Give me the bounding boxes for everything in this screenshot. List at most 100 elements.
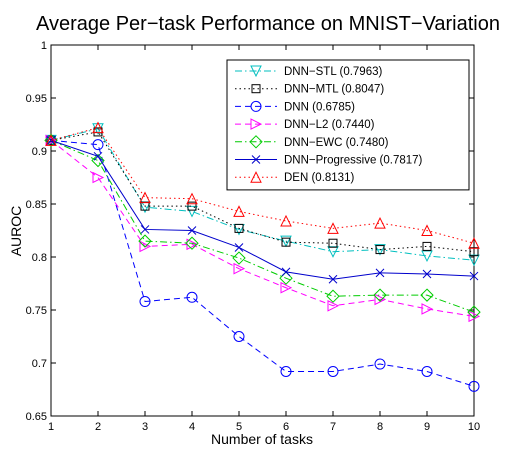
series-line <box>50 140 475 317</box>
y-tick-label: 0.95 <box>26 93 47 105</box>
data-point <box>374 216 386 229</box>
x-tick-label: 4 <box>189 421 195 433</box>
legend-item: DNN−STL (0.7963) <box>235 65 382 78</box>
data-point <box>232 251 246 265</box>
data-point <box>92 121 104 134</box>
data-point <box>139 240 152 253</box>
legend-item: DNN−MTL (0.8047) <box>235 84 384 96</box>
data-point <box>374 293 387 306</box>
x-tick-label: 1 <box>48 421 54 433</box>
data-point <box>280 235 292 248</box>
data-point <box>420 288 434 302</box>
data-point <box>422 241 432 251</box>
data-point <box>469 271 479 281</box>
data-point <box>92 171 105 184</box>
data-point <box>468 254 480 267</box>
series-line <box>50 139 475 313</box>
data-point <box>233 205 245 217</box>
data-point <box>422 269 432 279</box>
y-tick-label: 0.7 <box>32 358 47 370</box>
legend-label: DNN−EWC (0.7480) <box>284 137 389 149</box>
x-tick-label: 8 <box>377 421 383 433</box>
data-point <box>468 380 480 392</box>
series-5 <box>46 136 479 284</box>
data-point <box>281 237 291 247</box>
data-point <box>91 153 105 168</box>
series-6 <box>45 121 480 249</box>
series-line <box>50 131 475 253</box>
series-line <box>50 128 475 261</box>
data-point <box>375 245 385 255</box>
data-point <box>326 289 340 303</box>
legend-label: DNN−MTL (0.8047) <box>284 84 384 96</box>
data-point <box>186 205 198 218</box>
data-point <box>186 192 198 205</box>
y-axis-label: AUROC <box>8 206 24 257</box>
data-point <box>421 224 433 236</box>
data-point <box>93 127 103 137</box>
x-tick-label: 7 <box>330 421 336 433</box>
data-point <box>45 134 57 146</box>
legend-marker <box>250 171 262 183</box>
x-axis-label: Number of tasks <box>211 431 313 447</box>
legend-label: DNN−STL (0.7963) <box>284 66 382 78</box>
plot-frame <box>50 44 475 417</box>
x-tick-label: 9 <box>424 421 430 433</box>
data-point <box>468 237 480 249</box>
x-tick-label: 6 <box>283 421 289 433</box>
data-point <box>469 247 479 257</box>
data-point <box>280 281 293 294</box>
data-point <box>234 223 244 233</box>
data-point <box>280 214 292 227</box>
data-point <box>467 305 481 319</box>
legend-marker <box>250 100 262 112</box>
data-point <box>374 244 386 256</box>
data-point <box>187 226 197 235</box>
data-point <box>373 288 387 302</box>
legend-label: DNN−Progressive (0.7817) <box>284 155 423 167</box>
data-point <box>421 303 434 315</box>
legend-item: DEN (0.8131) <box>235 171 354 184</box>
series-layer <box>44 121 481 392</box>
data-point <box>139 191 151 204</box>
data-point <box>280 365 292 377</box>
series-line <box>50 139 475 280</box>
legend-marker <box>249 135 263 149</box>
data-point <box>468 310 481 323</box>
y-tick-label: 0.65 <box>26 411 47 423</box>
data-point <box>375 268 385 278</box>
legend-item: DNN−L2 (0.7440) <box>235 118 375 131</box>
legend-label: DNN (0.6785) <box>284 101 355 113</box>
legend-label: DEN (0.8131) <box>284 172 354 184</box>
series-1 <box>46 127 479 257</box>
legend-marker <box>250 118 263 130</box>
data-point <box>327 222 339 234</box>
data-point <box>327 299 340 312</box>
y-tick-label: 1 <box>41 40 47 52</box>
data-point <box>44 133 58 148</box>
data-point <box>327 365 339 377</box>
x-tick-label: 2 <box>95 421 101 433</box>
x-tick-label: 3 <box>142 421 148 433</box>
data-point <box>374 358 386 370</box>
data-point <box>186 291 198 303</box>
x-tick-label: 10 <box>468 421 480 433</box>
data-point <box>328 274 338 284</box>
data-point <box>327 246 339 258</box>
data-point <box>279 271 293 285</box>
legend-marker <box>251 84 261 94</box>
data-point <box>421 365 433 377</box>
y-tick-label: 0.9 <box>32 146 47 158</box>
data-point <box>139 296 151 308</box>
y-tick-label: 0.85 <box>26 199 47 211</box>
legend-marker <box>250 65 262 78</box>
data-point <box>328 238 338 248</box>
data-point <box>233 262 246 275</box>
x-tick-label: 5 <box>236 421 242 433</box>
data-point <box>234 243 244 252</box>
data-point <box>233 331 245 342</box>
data-point <box>93 151 103 161</box>
legend-item: DNN−Progressive (0.7817) <box>235 155 423 167</box>
data-point <box>421 250 433 263</box>
